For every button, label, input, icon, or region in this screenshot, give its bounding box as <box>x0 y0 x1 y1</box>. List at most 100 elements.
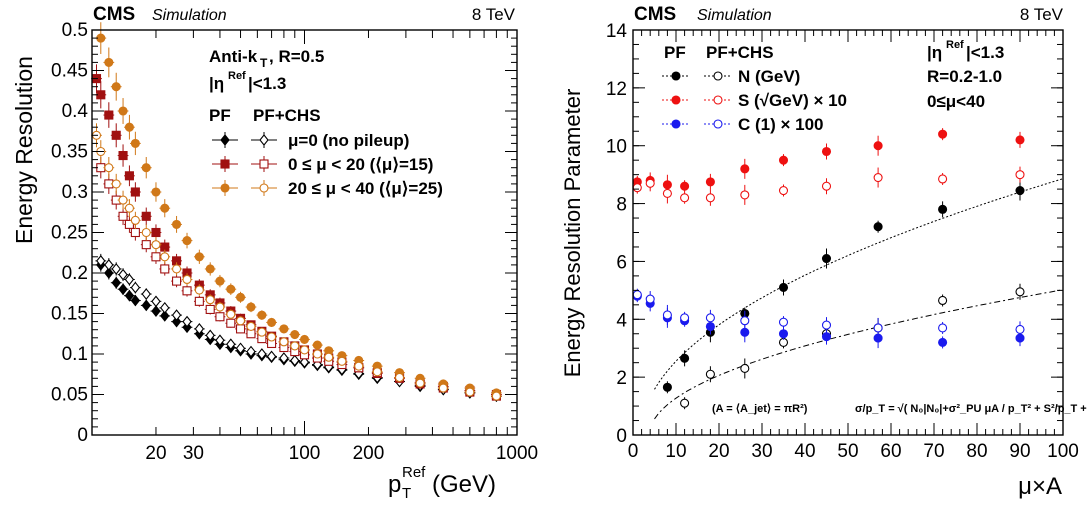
left-data-point-series-4 <box>235 292 246 302</box>
right-x-tick-label: 100 <box>1047 441 1079 462</box>
right-data-point-series-5 <box>740 316 750 326</box>
right-data-point-series-3 <box>778 186 789 196</box>
svg-text:|η: |η <box>209 74 224 93</box>
left-data-point-series-5 <box>257 327 267 337</box>
right-data-point-series-5 <box>680 313 690 323</box>
left-data-point-series-1 <box>171 309 182 322</box>
svg-text:PF+CHS: PF+CHS <box>706 43 774 62</box>
right-data-point-series-3 <box>645 178 655 188</box>
right-legend-label: C (1) × 100 <box>738 115 824 134</box>
left-data-point-series-5 <box>337 356 347 366</box>
right-data-point-series-4 <box>821 332 832 342</box>
left-data-point-series-4 <box>172 219 182 229</box>
energy-label-right: 8 TeV <box>1020 5 1064 24</box>
left-data-point-series-1 <box>130 281 141 294</box>
right-data-point-series-3 <box>873 172 883 183</box>
left-data-point-series-1 <box>257 348 267 360</box>
svg-text:PF: PF <box>209 106 231 125</box>
left-data-point-series-1 <box>141 288 151 300</box>
right-x-tick-label: 40 <box>794 441 815 462</box>
right-data-point-series-0 <box>680 353 690 363</box>
right-data-point-series-2 <box>821 146 832 157</box>
left-data-point-series-4 <box>141 163 151 173</box>
svg-text:T: T <box>402 485 411 502</box>
svg-text:T: T <box>260 56 268 70</box>
right-x-tick-label: 70 <box>923 441 944 462</box>
left-annotations: Anti-k T , R=0.5 |η Ref |<1.3 PF PF+CHS <box>209 47 324 125</box>
left-data-point-series-4 <box>118 106 128 116</box>
left-legend: μ=0 (no pileup) 0 ≤ μ < 20 (⟨μ⟩=15) 20 ≤ μ… <box>212 131 443 198</box>
right-data-point-series-5 <box>938 323 948 333</box>
svg-text:PF+CHS: PF+CHS <box>253 106 321 125</box>
left-data-point-series-5 <box>226 309 236 319</box>
right-y-tick-label: 4 <box>616 310 627 331</box>
left-y-tick-label: 0.4 <box>62 101 89 122</box>
left-data-point-series-4 <box>182 236 192 246</box>
area-definition: (A = ⟨A_jet⟩ = πR²) <box>712 403 808 415</box>
right-x-axis-label: μ×A <box>1018 473 1062 500</box>
left-data-point-series-5 <box>118 195 128 205</box>
right-legend-marker <box>671 71 681 81</box>
left-y-tick-label: 0.25 <box>51 223 88 244</box>
left-data-point-series-4 <box>290 330 300 340</box>
right-x-tick-label: 0 <box>628 441 639 462</box>
right-data-point-series-1 <box>680 398 690 408</box>
left-data-point-series-1 <box>266 350 277 363</box>
right-data-point-series-3 <box>938 174 948 184</box>
left-data-point-series-1 <box>182 315 192 328</box>
right-data-point-series-5 <box>821 320 832 330</box>
left-y-tick-label: 0.45 <box>51 61 88 82</box>
simulation-label: Simulation <box>152 7 227 24</box>
left-x-tick-label: 20 <box>145 443 166 464</box>
left-data-point-series-1 <box>96 254 106 267</box>
left-x-tick-label: 200 <box>353 443 385 464</box>
right-data-point-series-1 <box>705 369 715 379</box>
left-data-point-series-1 <box>118 268 128 281</box>
svg-text:p: p <box>388 471 401 498</box>
left-data-point-series-5 <box>279 337 289 347</box>
left-legend-marker <box>220 183 230 193</box>
svg-text:|<1.3: |<1.3 <box>966 43 1004 62</box>
svg-text:(GeV): (GeV) <box>432 471 496 498</box>
right-data-point-series-3 <box>821 181 832 191</box>
left-data-point-series-3 <box>205 304 215 315</box>
left-data-point-series-5 <box>151 240 161 250</box>
left-data-point-series-5 <box>324 352 334 362</box>
left-data-point-series-3 <box>160 264 170 274</box>
right-legend-marker <box>671 119 681 129</box>
left-data-point-series-5 <box>246 321 256 332</box>
left-data-point-series-4 <box>246 302 256 312</box>
svg-text:|η: |η <box>927 43 942 62</box>
left-data-point-series-5 <box>312 349 322 359</box>
left-legend-marker <box>220 159 230 169</box>
left-data-point-series-0 <box>141 299 151 312</box>
right-y-tick-label: 12 <box>606 79 627 100</box>
right-annotations: PF PF+CHS |η Ref |<1.3 R=0.2-1.0 0≤μ<40 … <box>664 39 1089 415</box>
right-data-point-series-5 <box>645 294 655 304</box>
right-x-tick-label: 80 <box>966 441 987 462</box>
cms-label: CMS <box>93 4 135 25</box>
left-data-point-series-5 <box>104 163 114 173</box>
right-y-tick-label: 8 <box>616 195 627 216</box>
left-data-point-series-2 <box>111 130 121 140</box>
right-data-point-series-3 <box>1015 170 1025 180</box>
left-legend-label: 0 ≤ μ < 20 (⟨μ⟩=15) <box>288 155 433 174</box>
left-data-point-series-1 <box>299 356 310 368</box>
right-y-tick-label: 0 <box>616 426 627 447</box>
left-data-point-series-0 <box>118 283 128 296</box>
left-data-point-series-5 <box>491 391 501 401</box>
left-x-axis-label: p T Ref (GeV) <box>388 464 496 502</box>
left-data-point-series-4 <box>257 310 267 320</box>
right-x-tick-label: 50 <box>837 441 858 462</box>
right-data-point-series-2 <box>778 155 789 165</box>
right-data-point-series-3 <box>705 193 715 203</box>
left-y-axis-label: Energy Resolution <box>11 56 37 244</box>
left-data-point-series-5 <box>172 264 182 274</box>
right-x-tick-label: 30 <box>751 441 772 462</box>
left-data-point-series-4 <box>299 334 310 344</box>
right-x-tick-label: 60 <box>880 441 901 462</box>
right-data-point-series-1 <box>1015 287 1025 297</box>
left-data-point-series-4 <box>111 82 121 92</box>
left-data-point-series-4 <box>215 276 225 286</box>
left-data-point-series-1 <box>111 263 121 275</box>
